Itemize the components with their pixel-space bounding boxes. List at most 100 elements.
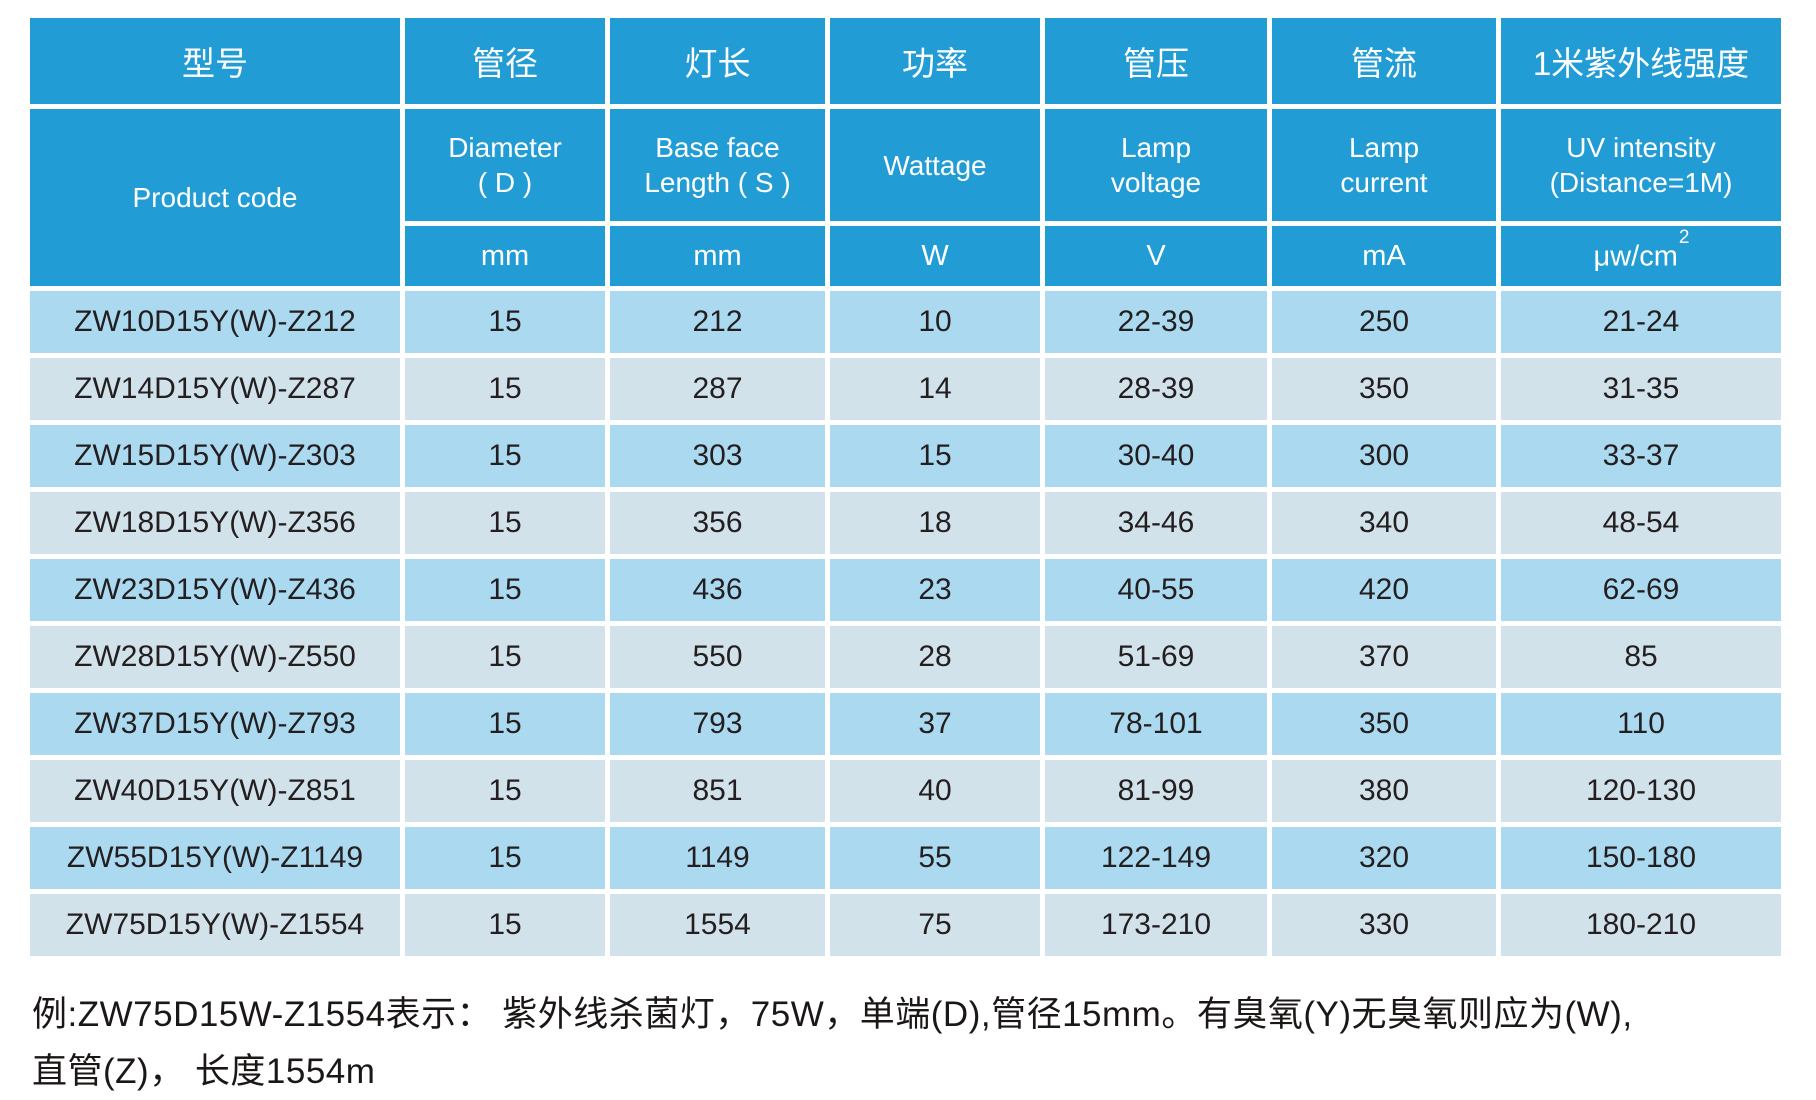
cell-lamp-voltage: 81-99: [1045, 760, 1267, 822]
cell-lamp-current: 320: [1272, 827, 1496, 889]
cell-lamp-voltage: 173-210: [1045, 894, 1267, 956]
table-row: ZW37D15Y(W)-Z793 15 793 37 78-101 350 11…: [30, 693, 1781, 755]
unit-diameter: mm: [405, 226, 605, 286]
unit-uv-intensity: μw/cm2: [1501, 226, 1781, 286]
cell-product-code: ZW10D15Y(W)-Z212: [30, 291, 400, 353]
cell-wattage: 15: [830, 425, 1040, 487]
header-en-diameter: Diameter ( D ): [405, 109, 605, 221]
table-row: ZW75D15Y(W)-Z1554 15 1554 75 173-210 330…: [30, 894, 1781, 956]
cell-wattage: 37: [830, 693, 1040, 755]
header-cn-lamp-voltage: 管压: [1045, 18, 1267, 104]
cell-uv-intensity: 31-35: [1501, 358, 1781, 420]
cell-uv-intensity: 110: [1501, 693, 1781, 755]
cell-product-code: ZW14D15Y(W)-Z287: [30, 358, 400, 420]
cell-uv-intensity: 21-24: [1501, 291, 1781, 353]
cell-wattage: 14: [830, 358, 1040, 420]
example-note-line2: 直管(Z)， 长度1554m: [32, 1051, 376, 1091]
cell-lamp-voltage: 78-101: [1045, 693, 1267, 755]
cell-product-code: ZW37D15Y(W)-Z793: [30, 693, 400, 755]
cell-wattage: 18: [830, 492, 1040, 554]
cell-diameter: 15: [405, 291, 605, 353]
header-en-lamp-length: Base face Length ( S ): [610, 109, 825, 221]
table-body: ZW10D15Y(W)-Z212 15 212 10 22-39 250 21-…: [30, 291, 1781, 956]
example-note-line1: 例:ZW75D15W-Z1554表示： 紫外线杀菌灯，75W，单端(D),管径1…: [32, 995, 1633, 1034]
header-cn-lamp-current: 管流: [1272, 18, 1496, 104]
uv-lamp-spec-table: 型号 管径 灯长 功率 管压 管流 1米紫外线强度 Product code D…: [25, 13, 1786, 961]
cell-lamp-length: 303: [610, 425, 825, 487]
cell-lamp-length: 550: [610, 626, 825, 688]
cell-lamp-voltage: 51-69: [1045, 626, 1267, 688]
table-row: ZW23D15Y(W)-Z436 15 436 23 40-55 420 62-…: [30, 559, 1781, 621]
cell-lamp-voltage: 34-46: [1045, 492, 1267, 554]
unit-lamp-voltage: V: [1045, 226, 1267, 286]
header-en-uv-intensity: UV intensity (Distance=1M): [1501, 109, 1781, 221]
cell-lamp-voltage: 22-39: [1045, 291, 1267, 353]
table-header: 型号 管径 灯长 功率 管压 管流 1米紫外线强度 Product code D…: [30, 18, 1781, 286]
cell-lamp-length: 356: [610, 492, 825, 554]
cell-diameter: 15: [405, 559, 605, 621]
cell-wattage: 40: [830, 760, 1040, 822]
cell-product-code: ZW75D15Y(W)-Z1554: [30, 894, 400, 956]
cell-product-code: ZW15D15Y(W)-Z303: [30, 425, 400, 487]
table-row: ZW55D15Y(W)-Z1149 15 1149 55 122-149 320…: [30, 827, 1781, 889]
cell-lamp-length: 212: [610, 291, 825, 353]
example-note: 例:ZW75D15W-Z1554表示： 紫外线杀菌灯，75W，单端(D),管径1…: [32, 987, 1816, 1100]
header-cn-diameter: 管径: [405, 18, 605, 104]
unit-lamp-current: mA: [1272, 226, 1496, 286]
unit-uv-base: μw/cm: [1593, 240, 1678, 273]
cell-diameter: 15: [405, 760, 605, 822]
cell-lamp-voltage: 30-40: [1045, 425, 1267, 487]
cell-lamp-current: 350: [1272, 693, 1496, 755]
cell-uv-intensity: 120-130: [1501, 760, 1781, 822]
table-row: ZW40D15Y(W)-Z851 15 851 40 81-99 380 120…: [30, 760, 1781, 822]
cell-diameter: 15: [405, 693, 605, 755]
cell-diameter: 15: [405, 492, 605, 554]
cell-uv-intensity: 180-210: [1501, 894, 1781, 956]
cell-lamp-length: 851: [610, 760, 825, 822]
table-row: ZW18D15Y(W)-Z356 15 356 18 34-46 340 48-…: [30, 492, 1781, 554]
cell-diameter: 15: [405, 626, 605, 688]
cell-lamp-current: 250: [1272, 291, 1496, 353]
cell-product-code: ZW23D15Y(W)-Z436: [30, 559, 400, 621]
cell-uv-intensity: 62-69: [1501, 559, 1781, 621]
cell-uv-intensity: 48-54: [1501, 492, 1781, 554]
cell-uv-intensity: 150-180: [1501, 827, 1781, 889]
cell-diameter: 15: [405, 425, 605, 487]
cell-lamp-current: 340: [1272, 492, 1496, 554]
cell-lamp-length: 1149: [610, 827, 825, 889]
cell-uv-intensity: 85: [1501, 626, 1781, 688]
header-en-lamp-voltage: Lamp voltage: [1045, 109, 1267, 221]
cell-wattage: 75: [830, 894, 1040, 956]
header-cn-lamp-length: 灯长: [610, 18, 825, 104]
cell-lamp-current: 420: [1272, 559, 1496, 621]
cell-lamp-length: 436: [610, 559, 825, 621]
unit-uv-superscript: 2: [1678, 226, 1690, 248]
header-en-wattage: Wattage: [830, 109, 1040, 221]
cell-diameter: 15: [405, 827, 605, 889]
cell-diameter: 15: [405, 358, 605, 420]
cell-lamp-current: 300: [1272, 425, 1496, 487]
cell-wattage: 28: [830, 626, 1040, 688]
cell-lamp-length: 287: [610, 358, 825, 420]
cell-product-code: ZW28D15Y(W)-Z550: [30, 626, 400, 688]
cell-product-code: ZW18D15Y(W)-Z356: [30, 492, 400, 554]
cell-lamp-length: 1554: [610, 894, 825, 956]
table-row: ZW10D15Y(W)-Z212 15 212 10 22-39 250 21-…: [30, 291, 1781, 353]
header-en-lamp-current: Lamp current: [1272, 109, 1496, 221]
cell-wattage: 23: [830, 559, 1040, 621]
cell-product-code: ZW55D15Y(W)-Z1149: [30, 827, 400, 889]
cell-lamp-length: 793: [610, 693, 825, 755]
header-cn-uv-intensity: 1米紫外线强度: [1501, 18, 1781, 104]
cell-lamp-current: 370: [1272, 626, 1496, 688]
cell-wattage: 55: [830, 827, 1040, 889]
header-en-product-code: Product code: [30, 109, 400, 286]
cell-lamp-voltage: 40-55: [1045, 559, 1267, 621]
cell-diameter: 15: [405, 894, 605, 956]
cell-product-code: ZW40D15Y(W)-Z851: [30, 760, 400, 822]
cell-uv-intensity: 33-37: [1501, 425, 1781, 487]
unit-lamp-length: mm: [610, 226, 825, 286]
cell-lamp-current: 380: [1272, 760, 1496, 822]
unit-wattage: W: [830, 226, 1040, 286]
cell-lamp-current: 350: [1272, 358, 1496, 420]
table-row: ZW14D15Y(W)-Z287 15 287 14 28-39 350 31-…: [30, 358, 1781, 420]
